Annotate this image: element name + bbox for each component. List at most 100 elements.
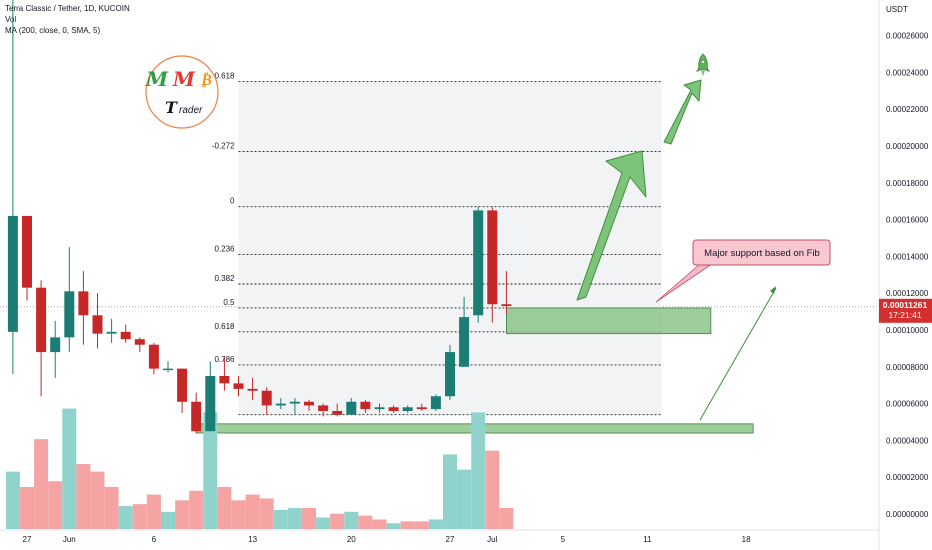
drawings[interactable]: Major support based on Fib (576, 53, 831, 421)
volume-bar (48, 481, 63, 529)
volume-bar (20, 486, 34, 529)
price-tick-label: 0.00024000 (886, 68, 929, 77)
volume-bar (372, 519, 387, 529)
price-tick-label: 0.00000000 (886, 510, 929, 519)
candle (78, 271, 89, 345)
candle (106, 318, 117, 343)
volume-bar (62, 408, 77, 529)
callout-pointer (655, 263, 714, 303)
candle (92, 293, 103, 349)
price-tick-label: 0.00010000 (886, 326, 929, 335)
price-tick-label: 0.00008000 (886, 363, 929, 372)
fib-level-label: 0.236 (214, 245, 235, 254)
fib-level-label: 0.618 (214, 322, 235, 331)
bar-countdown: 17:21:41 (888, 310, 921, 320)
price-tick-label: 0.00020000 (886, 142, 929, 151)
svg-text:M: M (172, 67, 196, 91)
volume-bar (132, 504, 147, 529)
support-trend-line[interactable] (699, 287, 777, 421)
target-arrow-2[interactable] (663, 79, 702, 145)
price-tick-label: 0.00026000 (886, 32, 929, 41)
candle (275, 398, 286, 410)
time-tick-label: 18 (742, 535, 751, 544)
volume-bar (161, 511, 175, 529)
volume-bar (358, 515, 373, 529)
fib-level-label: 0.5 (223, 298, 235, 307)
candle (360, 399, 371, 413)
volume-bar (287, 507, 302, 529)
svg-text:M: M (145, 67, 169, 91)
trend-arrow-head (770, 286, 776, 294)
volume-bar (90, 471, 105, 529)
volume-bar (259, 498, 274, 529)
candle (177, 368, 188, 413)
candle (120, 324, 131, 343)
price-tick-label: 0.00004000 (886, 436, 929, 445)
volume-bar (76, 464, 91, 529)
candle (374, 403, 385, 413)
candle (247, 377, 258, 400)
volume-bar (443, 454, 457, 529)
candle (134, 337, 145, 353)
candle (289, 398, 300, 415)
volume-bar (175, 500, 190, 529)
time-tick-label: 13 (248, 535, 257, 544)
volume-bar (245, 494, 260, 529)
rocket-icon (696, 53, 710, 76)
mmb-trader-logo: M M ₿ T rader (145, 55, 219, 129)
candle (261, 387, 272, 415)
volume-bar (485, 450, 500, 529)
target-arrow-1[interactable] (576, 150, 647, 301)
candle (346, 398, 357, 415)
current-price-tag: 0.00011261 17:21:41 (879, 298, 932, 323)
volume-bar (457, 469, 472, 529)
candle (22, 215, 32, 301)
candlesticks (7, 0, 512, 434)
symbol-title[interactable]: Terra Classic / Tether, 1D, KUCOIN (5, 4, 130, 13)
candle (388, 405, 399, 413)
candle (191, 392, 202, 434)
candle (318, 403, 329, 417)
svg-text:₿: ₿ (200, 70, 212, 89)
candle (64, 247, 75, 353)
time-tick-label: Jul (487, 535, 497, 544)
candle (163, 361, 173, 373)
svg-text:rader: rader (179, 105, 203, 116)
candle (416, 403, 427, 411)
current-price-value: 0.00011261 (883, 300, 928, 310)
volume-bar (414, 521, 429, 529)
price-tick-label: 0.00006000 (886, 400, 929, 409)
price-axis-unit: USDT (886, 5, 908, 14)
volume-bar (344, 511, 359, 529)
time-tick-label: 6 (152, 535, 157, 544)
price-tick-label: 0.00002000 (886, 473, 929, 482)
fib-level-label: 0.382 (214, 274, 235, 283)
time-tick-label: 11 (643, 535, 652, 544)
time-tick-label: 20 (347, 535, 356, 544)
price-tick-label: 0.00012000 (886, 289, 929, 298)
candle (332, 403, 343, 417)
support-zone[interactable] (505, 307, 712, 335)
time-tick-label: 5 (561, 535, 566, 544)
callout-text: Major support based on Fib (704, 248, 820, 259)
candle (430, 394, 441, 411)
candle (50, 320, 61, 378)
fib-level-label: -0.618 (212, 72, 235, 81)
moving-average-label[interactable]: MA (200, close, 0, SMA, 5) (5, 26, 101, 35)
volume-bar (217, 486, 232, 529)
volume-bar (203, 412, 218, 529)
volume-bar (5, 471, 20, 529)
volume-bar (231, 500, 246, 529)
fib-level-label: 0 (230, 197, 235, 206)
price-tick-label: 0.00016000 (886, 216, 929, 225)
volume-indicator-label[interactable]: Vol (5, 15, 17, 24)
volume-bar (118, 506, 133, 529)
callout-box[interactable] (692, 239, 831, 266)
candle (501, 271, 512, 314)
time-tick-label: 27 (23, 535, 32, 544)
time-tick-label: Jun (63, 535, 76, 544)
candle (473, 206, 484, 323)
